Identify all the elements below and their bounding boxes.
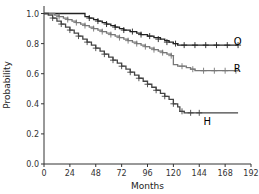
censor-mark	[134, 41, 140, 47]
censor-mark	[67, 27, 73, 33]
y-tick	[41, 73, 44, 74]
censor-mark	[155, 36, 161, 42]
censor-mark	[84, 39, 90, 45]
y-tick-label: 0.6	[26, 70, 39, 79]
censor-mark	[108, 32, 114, 38]
censor-mark	[203, 42, 209, 48]
y-tick-label: 1.0	[26, 10, 39, 19]
x-tick-label: 120	[166, 169, 181, 178]
censor-mark	[162, 93, 168, 99]
censor-mark	[145, 81, 151, 87]
censor-mark	[129, 29, 135, 35]
x-tick	[251, 164, 252, 167]
x-tick	[121, 164, 122, 167]
chart: 0 24 48 72 96 120 144 168 192 0.0 0.2 0.4 0.6 0.8 1.0 M…	[0, 0, 259, 194]
censor-mark	[112, 24, 118, 30]
censor-mark	[121, 27, 127, 33]
censor-mark	[50, 15, 56, 21]
censor-mark	[196, 110, 202, 116]
survival-curve	[44, 14, 238, 71]
censor-mark	[93, 45, 99, 51]
x-tick-label: 24	[65, 169, 75, 178]
censor-mark	[173, 41, 179, 47]
x-tick	[147, 164, 148, 167]
censor-mark	[82, 23, 88, 29]
x-axis-label: Months	[131, 181, 164, 191]
censor-mark	[142, 44, 148, 50]
y-axis-label: Probability	[2, 61, 12, 109]
censor-mark	[151, 47, 157, 53]
y-tick-label: 0.0	[26, 160, 39, 169]
censor-mark	[136, 75, 142, 81]
survival-curve	[44, 14, 238, 46]
x-tick-label: 192	[243, 169, 258, 178]
censor-mark	[58, 21, 64, 27]
censor-mark	[211, 68, 217, 74]
censor-mark	[179, 63, 185, 69]
y-tick-label: 0.2	[26, 130, 39, 139]
censor-mark	[104, 21, 110, 27]
censor-mark	[65, 17, 71, 23]
censor-mark	[153, 87, 159, 93]
censor-mark	[76, 33, 82, 39]
censor-mark	[116, 35, 122, 41]
censor-mark	[164, 39, 170, 45]
survival-curve	[44, 14, 238, 113]
y-tick	[41, 164, 44, 165]
censor-mark	[181, 42, 187, 48]
censor-mark	[138, 32, 144, 38]
y-tick-label: 0.4	[26, 100, 39, 109]
censor-mark	[170, 101, 176, 107]
censor-mark	[101, 51, 107, 57]
censor-mark	[201, 68, 207, 74]
y-tick-label: 0.8	[26, 40, 39, 49]
x-tick-label: 168	[217, 169, 232, 178]
curve-label: R	[234, 63, 241, 74]
censor-mark	[192, 42, 198, 48]
x-tick-label: 72	[117, 169, 127, 178]
x-tick-label: 144	[192, 169, 207, 178]
x-tick	[69, 164, 70, 167]
censor-mark	[110, 57, 116, 63]
x-tick-label: 48	[91, 169, 101, 178]
x-tick	[225, 164, 226, 167]
x-tick	[95, 164, 96, 167]
censor-mark	[119, 63, 125, 69]
censor-mark	[222, 68, 228, 74]
censor-mark	[91, 26, 97, 32]
x-tick	[173, 164, 174, 167]
y-tick	[41, 43, 44, 44]
curve-label: O	[234, 36, 242, 47]
y-tick	[41, 103, 44, 104]
censor-mark	[214, 42, 220, 48]
censor-mark	[86, 15, 92, 21]
y-tick	[41, 133, 44, 134]
censor-mark	[224, 42, 230, 48]
plot-area	[44, 14, 241, 116]
censor-mark	[190, 66, 196, 72]
x-tick-label: 0	[41, 169, 46, 178]
censor-mark	[73, 20, 79, 26]
censor-mark	[127, 69, 133, 75]
y-axis-line	[44, 6, 45, 164]
x-tick	[199, 164, 200, 167]
y-tick	[41, 13, 44, 14]
censor-mark	[179, 108, 185, 114]
censor-mark	[125, 38, 131, 44]
censor-mark	[99, 29, 105, 35]
censor-mark	[168, 53, 174, 59]
censor-mark	[188, 110, 194, 116]
censor-mark	[160, 50, 166, 56]
curve-label: H	[204, 116, 212, 127]
censor-mark	[95, 18, 101, 24]
x-tick-label: 96	[142, 169, 152, 178]
censor-mark	[147, 33, 153, 39]
